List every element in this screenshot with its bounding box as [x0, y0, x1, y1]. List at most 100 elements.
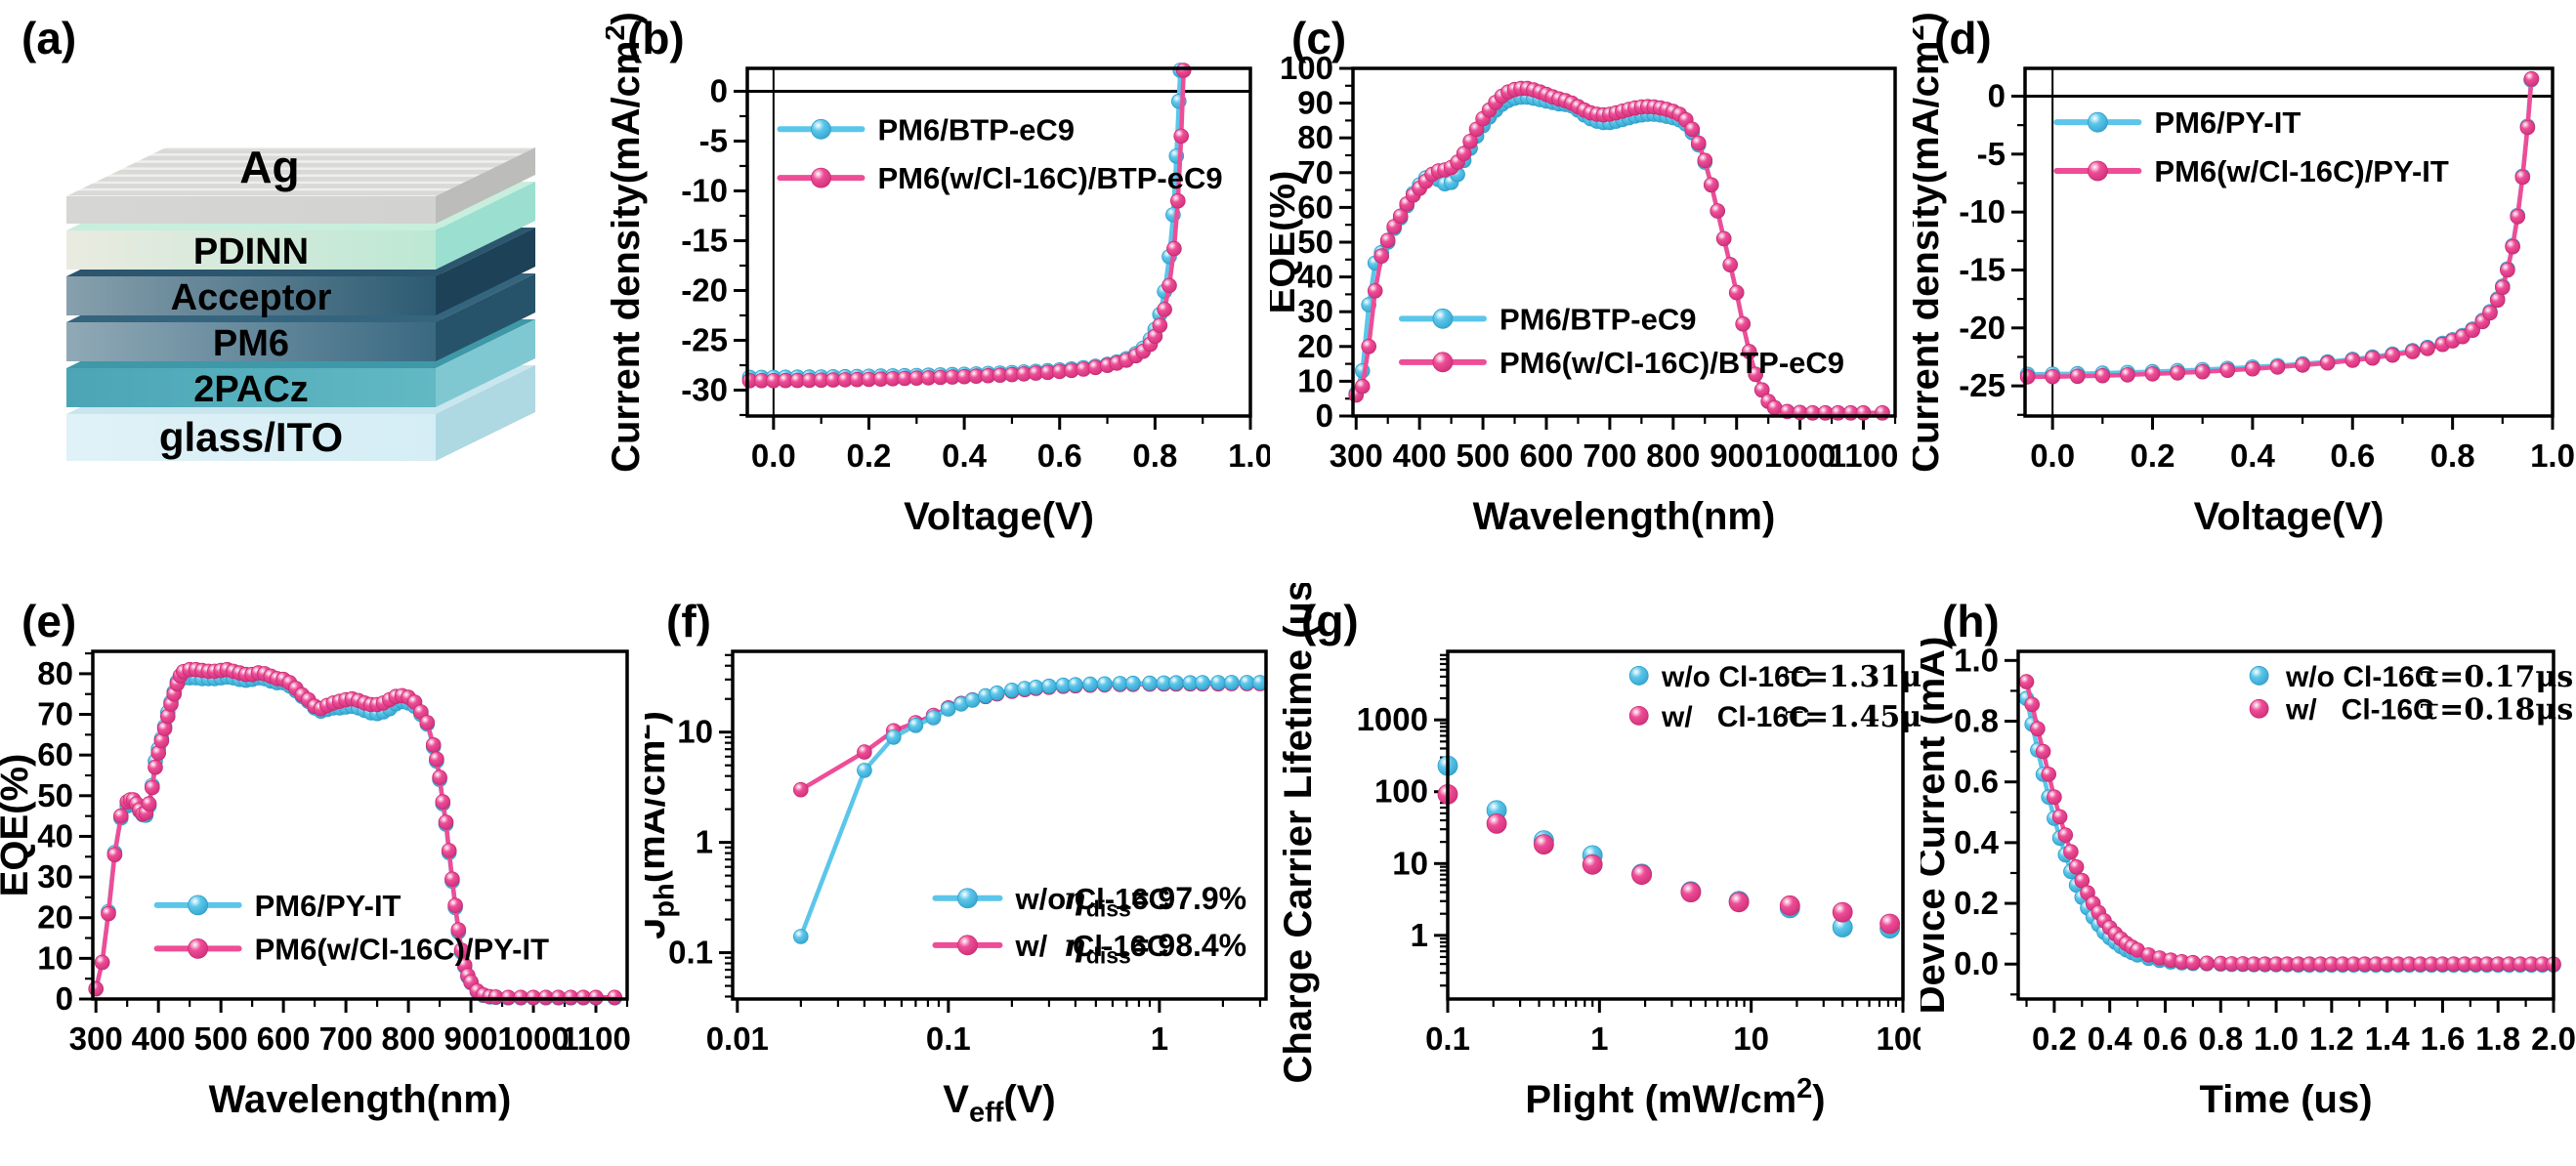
svg-text:EQE(%): EQE(%) [1270, 171, 1303, 314]
svg-text:700: 700 [1583, 437, 1636, 474]
panel-a-device-structure: (a) glass/ITO 2PACz PM6 Acceptor PDINN Ag [0, 0, 606, 583]
svg-text:80: 80 [1297, 119, 1333, 155]
svg-text:1.0: 1.0 [2530, 437, 2575, 474]
svg-text:Acceptor: Acceptor [171, 277, 332, 318]
svg-text:800: 800 [382, 1020, 436, 1057]
svg-text:1: 1 [1411, 917, 1428, 953]
svg-text:glass/ITO: glass/ITO [159, 414, 343, 460]
svg-text:0.4: 0.4 [942, 437, 988, 474]
svg-text:Charge Carrier Lifetime (us): Charge Carrier Lifetime (us) [1280, 583, 1320, 1084]
svg-text:0.1: 0.1 [668, 935, 713, 971]
svg-text:PM6(w/Cl-16C)/PY-IT: PM6(w/Cl-16C)/PY-IT [2154, 154, 2448, 188]
svg-text:1: 1 [1590, 1020, 1608, 1057]
svg-text:2PACz: 2PACz [193, 369, 309, 410]
svg-text:0.4: 0.4 [2230, 437, 2276, 474]
svg-text:20: 20 [37, 899, 73, 936]
svg-text:20: 20 [1297, 328, 1333, 364]
jv-curve-py-it-chart: 0.0 0.2 0.4 0.6 0.8 1.0 0 -5 -10 -15 -20 -25 PM6/PY-… [1913, 12, 2575, 538]
svg-text:1.8: 1.8 [2475, 1020, 2520, 1057]
svg-text:0.2: 0.2 [2032, 1020, 2077, 1057]
svg-text:1100: 1100 [1829, 437, 1899, 474]
panel-g-carrier-lifetime: (g) 0.1 1 10 100 1 10 100 1000 w/o Cl-16Cτ=1.31μ… [1280, 583, 1921, 1166]
svg-text:w/ Cl-16C: w/ Cl-16C [1661, 701, 1810, 733]
svg-text:800: 800 [1646, 437, 1700, 474]
svg-text:Wavelength(nm): Wavelength(nm) [1473, 495, 1776, 538]
svg-text:ηdiss= 97.9%: ηdiss= 97.9% [1064, 880, 1247, 922]
svg-text:Voltage(V): Voltage(V) [2194, 495, 2385, 538]
panel-label-h: (h) [1942, 596, 2000, 646]
svg-text:Veff(V): Veff(V) [943, 1078, 1055, 1129]
panel-e-eqe-py-it: (e) 300 400 500 600 700 800 900 1000 1100 0 10 20 30… [0, 583, 645, 1166]
svg-text:500: 500 [194, 1020, 248, 1057]
svg-text:0.4: 0.4 [2088, 1020, 2133, 1057]
svg-text:0.8: 0.8 [1954, 703, 1999, 739]
svg-text:-10: -10 [681, 172, 728, 208]
svg-text:-5: -5 [1977, 136, 2006, 172]
svg-text:30: 30 [1297, 293, 1333, 329]
svg-text:2.0: 2.0 [2531, 1020, 2576, 1057]
svg-text:-5: -5 [699, 122, 728, 158]
svg-text:-15: -15 [681, 222, 728, 258]
svg-text:EQE(%): EQE(%) [0, 754, 36, 897]
svg-text:0.0: 0.0 [2030, 437, 2075, 474]
svg-text:60: 60 [37, 736, 73, 772]
svg-text:0.6: 0.6 [1037, 437, 1082, 474]
svg-text:Voltage(V): Voltage(V) [904, 495, 1094, 538]
svg-text:Plight (mW/cm2): Plight (mW/cm2) [1525, 1073, 1825, 1121]
svg-text:w/o Cl-16C: w/o Cl-16C [1014, 882, 1169, 916]
panel-c-eqe-btp-ec9: (c) 300 400 500 600 700 800 900 1000 1100 0 10 20 30… [1270, 0, 1913, 583]
svg-text:900: 900 [1710, 437, 1763, 474]
svg-text:Time (us): Time (us) [2199, 1078, 2372, 1121]
svg-text:w/ Cl-16C: w/ Cl-16C [2285, 694, 2434, 727]
svg-text:0: 0 [710, 72, 728, 108]
svg-text:0.1: 0.1 [1425, 1020, 1470, 1057]
svg-text:1100: 1100 [561, 1020, 631, 1057]
svg-text:0.6: 0.6 [2330, 437, 2375, 474]
svg-text:300: 300 [69, 1020, 123, 1057]
svg-text:100: 100 [1280, 50, 1333, 86]
svg-text:PDINN: PDINN [193, 231, 309, 272]
svg-text:-15: -15 [1959, 251, 2006, 287]
panel-f-jph-veff: (f) 0.01 0.1 1 0.1 1 10 w/o Cl-16C ηdiss= 97.9%… [645, 583, 1280, 1166]
svg-text:w/o Cl-16C: w/o Cl-16C [1661, 661, 1811, 693]
svg-text:τ=1.31μs: τ=1.31μs [1785, 660, 1921, 694]
svg-text:40: 40 [37, 817, 73, 854]
panel-label-d: (d) [1934, 13, 1992, 63]
svg-text:τ=0.17μs: τ=0.17μs [2420, 660, 2573, 694]
svg-text:0.2: 0.2 [847, 437, 892, 474]
svg-text:0.8: 0.8 [1132, 437, 1177, 474]
svg-text:80: 80 [37, 655, 73, 691]
svg-text:-25: -25 [681, 321, 728, 357]
svg-text:1: 1 [1151, 1020, 1168, 1057]
svg-text:PM6/PY-IT: PM6/PY-IT [2154, 105, 2301, 140]
svg-text:1: 1 [696, 824, 713, 860]
svg-text:Current density(mA/cm2): Current density(mA/cm2) [1913, 12, 1947, 473]
svg-text:0.01: 0.01 [706, 1020, 769, 1057]
svg-text:1.4: 1.4 [2365, 1020, 2411, 1057]
svg-text:PM6/BTP-eC9: PM6/BTP-eC9 [1499, 302, 1697, 336]
svg-text:-20: -20 [1959, 310, 2006, 346]
svg-text:1.0: 1.0 [1954, 642, 1999, 678]
svg-text:Current density(mA/cm2): Current density(mA/cm2) [606, 12, 648, 473]
svg-text:90: 90 [1297, 85, 1333, 121]
jv-curve-btp-ec9-chart: 0.0 0.2 0.4 0.6 0.8 1.0 0 -5 -10 -15 -20 -25 -30 PM6/… [606, 12, 1270, 538]
svg-text:70: 70 [37, 696, 73, 732]
svg-text:PM6/PY-IT: PM6/PY-IT [255, 889, 401, 923]
svg-text:0.1: 0.1 [926, 1020, 971, 1057]
svg-text:-10: -10 [1959, 193, 2006, 229]
svg-text:1.0: 1.0 [2254, 1020, 2299, 1057]
svg-text:50: 50 [1297, 224, 1333, 260]
svg-text:50: 50 [37, 777, 73, 813]
svg-text:400: 400 [132, 1020, 186, 1057]
svg-text:PM6: PM6 [213, 323, 289, 364]
svg-text:PM6(w/Cl-16C)/BTP-eC9: PM6(w/Cl-16C)/BTP-eC9 [1499, 346, 1844, 380]
svg-text:Ag: Ag [239, 142, 299, 192]
svg-text:10: 10 [1297, 362, 1333, 398]
svg-text:30: 30 [37, 858, 73, 895]
svg-text:1.0: 1.0 [1228, 437, 1270, 474]
svg-text:1.2: 1.2 [2309, 1020, 2354, 1057]
svg-text:PM6(w/Cl-16C)/BTP-eC9: PM6(w/Cl-16C)/BTP-eC9 [877, 161, 1222, 195]
